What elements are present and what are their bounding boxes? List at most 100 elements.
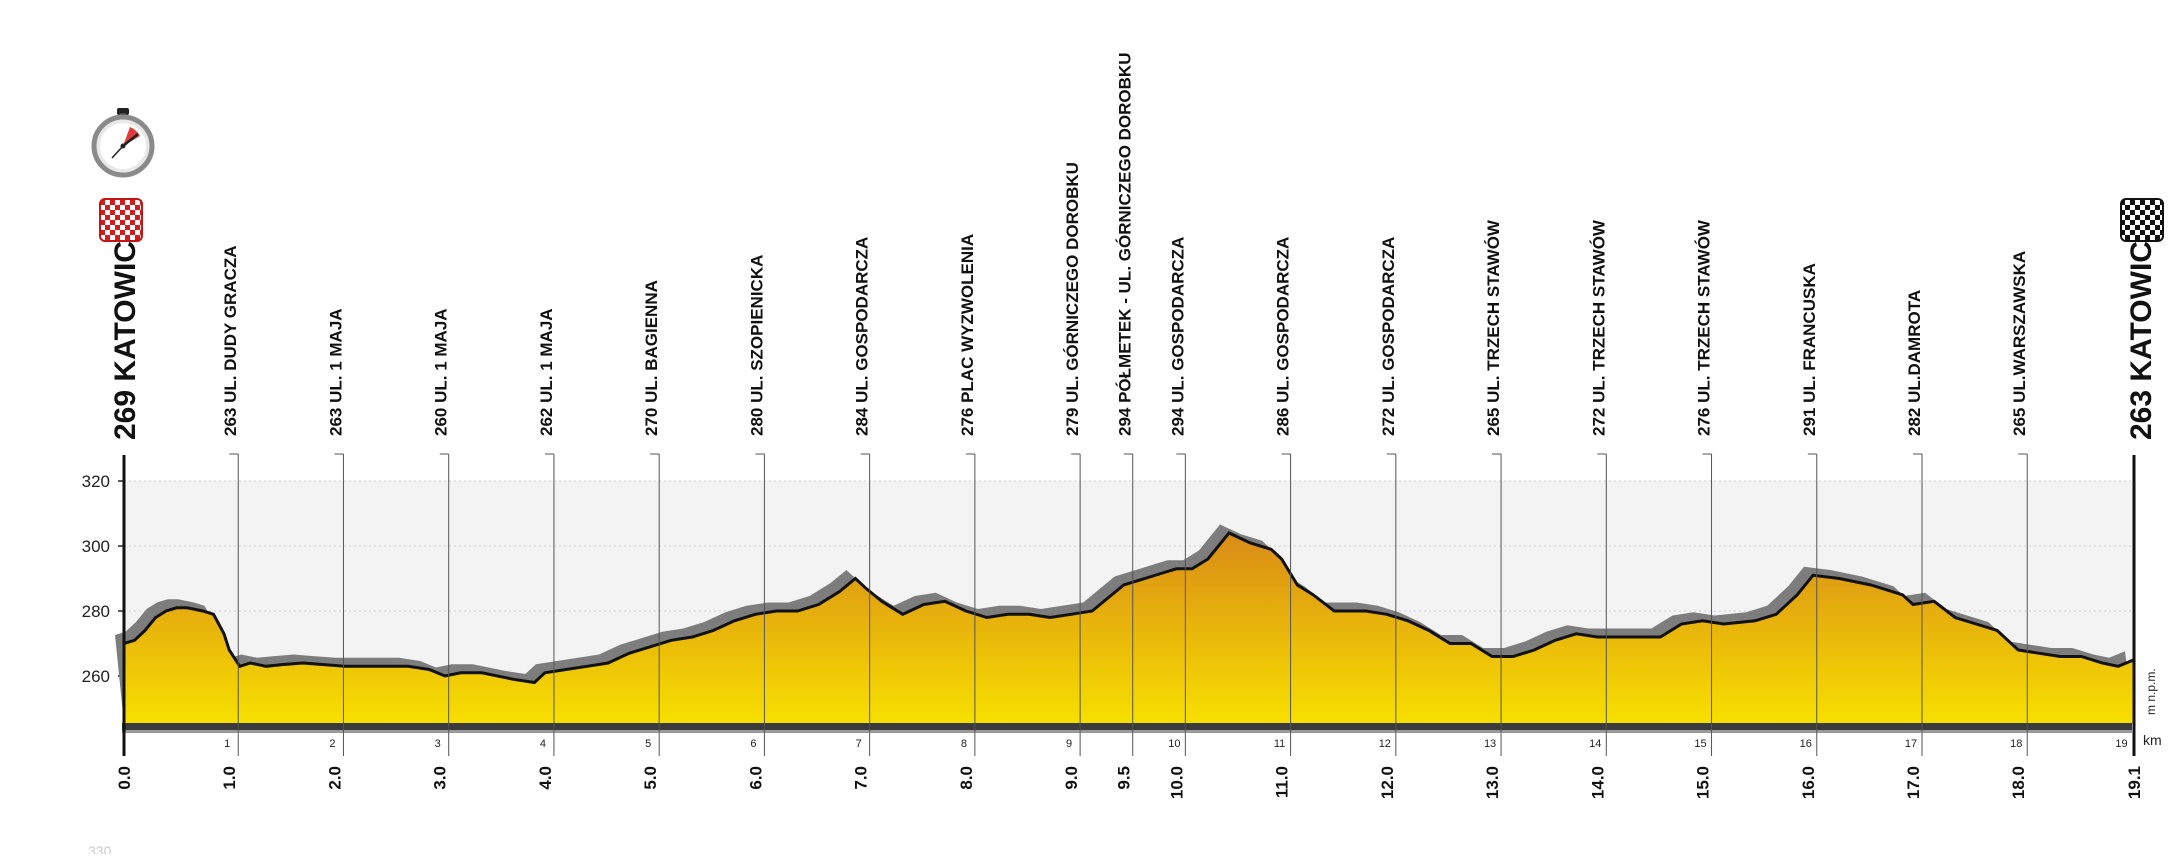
waypoint-name: UL. GOSPODARCZA [853, 237, 872, 408]
waypoint-altitude: 263 [221, 408, 240, 436]
waypoint-name: UL. FRANCUSKA [1800, 263, 1819, 408]
km-marker-1: 1 [224, 738, 230, 750]
distance-label-10.0: 10.0 [1167, 766, 1186, 799]
waypoint-altitude: 284 [853, 407, 872, 436]
km-marker-16: 16 [1800, 738, 1812, 750]
waypoint-name: UL. TRZECH STAWÓW [1484, 219, 1503, 408]
y-tick-label-260: 260 [82, 667, 110, 686]
km-marker-13: 13 [1484, 738, 1496, 750]
waypoint-name: UL. TRZECH STAWÓW [1695, 219, 1714, 408]
waypoint-name: UL.DAMROTA [1905, 290, 1924, 408]
waypoint-label-14: 265 UL. TRZECH STAWÓW [1484, 219, 1503, 436]
waypoint-label-5: 270 UL. BAGIENNA [642, 280, 661, 436]
distance-label-8.0: 8.0 [957, 766, 976, 790]
km-marker-3: 3 [435, 738, 441, 750]
waypoint-name: UL. 1 MAJA [432, 308, 451, 407]
profile-fill [124, 533, 2134, 724]
waypoint-label-3: 260 UL. 1 MAJA [432, 308, 451, 436]
waypoint-altitude: 260 [432, 408, 451, 436]
start-altitude: 269 [109, 390, 142, 440]
waypoint-label-6: 280 UL. SZOPIENICKA [747, 255, 766, 436]
waypoint-name: UL. GÓRNICZEGO DOROBKU [1063, 162, 1082, 408]
waypoint-label-13: 272 UL. GOSPODARCZA [1379, 237, 1398, 436]
waypoint-name: UL. 1 MAJA [326, 308, 345, 407]
waypoint-altitude: 265 [2010, 408, 2029, 436]
finish-name: KATOWICE [2125, 221, 2158, 382]
km-marker-4: 4 [540, 738, 546, 750]
y-tick-label-300: 300 [82, 537, 110, 556]
waypoint-altitude: 272 [1379, 408, 1398, 436]
distance-labels: 0.0 1.0 2.0 3.0 4.0 5.0 6.0 7.0 8.0 9.0 9.5 10.0 11.… [115, 766, 2144, 799]
waypoint-label-9: 279 UL. GÓRNICZEGO DOROBKU [1063, 162, 1082, 436]
waypoint-label-7: 284 UL. GOSPODARCZA [853, 237, 872, 436]
distance-label-1.0: 1.0 [220, 766, 239, 790]
distance-label-4.0: 4.0 [536, 766, 555, 790]
km-marker-18: 18 [2010, 738, 2022, 750]
waypoint-label-15: 272 UL. TRZECH STAWÓW [1589, 219, 1608, 436]
distance-label-16.0: 16.0 [1799, 766, 1818, 799]
waypoint-name: UL. BAGIENNA [642, 280, 661, 408]
waypoint-name: PÓŁMETEK - UL. GÓRNICZEGO DOROBKU [1116, 53, 1135, 408]
km-marker-15: 15 [1694, 738, 1706, 750]
y-tick-label-280: 280 [82, 602, 110, 621]
y-axis-labels: 260 280 300 320 [82, 472, 110, 686]
waypoint-altitude: 270 [642, 408, 661, 436]
distance-label-2.0: 2.0 [325, 766, 344, 790]
waypoint-altitude: 263 [326, 408, 345, 436]
waypoint-label-18: 282 UL.DAMROTA [1905, 290, 1924, 436]
start-name: KATOWICE [109, 221, 142, 382]
y-unit-label: m n.p.m. [2144, 668, 2158, 715]
waypoint-name: UL. 1 MAJA [537, 308, 556, 407]
waypoint-altitude: 279 [1063, 408, 1082, 436]
waypoint-label-10: 294 PÓŁMETEK - UL. GÓRNICZEGO DOROBKU [1116, 53, 1135, 436]
waypoint-label-12: 286 UL. GOSPODARCZA [1274, 237, 1293, 436]
waypoint-label-11: 294 UL. GOSPODARCZA [1168, 237, 1187, 436]
km-marker-2: 2 [329, 738, 335, 750]
waypoint-label-16: 276 UL. TRZECH STAWÓW [1695, 219, 1714, 436]
waypoint-label-1: 263 UL. DUDY GRACZA [221, 245, 240, 436]
finish-altitude: 263 [2125, 390, 2158, 440]
waypoint-name: UL. GOSPODARCZA [1379, 237, 1398, 408]
distance-label-17.0: 17.0 [1904, 766, 1923, 799]
distance-label-19.1: 19.1 [2125, 766, 2144, 799]
waypoint-altitude: 294 [1168, 407, 1187, 436]
ground-strip [122, 723, 2132, 730]
waypoint-name: UL. TRZECH STAWÓW [1589, 219, 1608, 408]
waypoint-name: UL. GOSPODARCZA [1168, 237, 1187, 408]
km-marker-9: 9 [1066, 738, 1072, 750]
distance-label-7.0: 7.0 [852, 766, 871, 790]
km-marker-19: 19 [2115, 738, 2127, 750]
distance-label-5.0: 5.0 [641, 766, 660, 790]
km-marker-14: 14 [1589, 738, 1601, 750]
waypoint-label-19: 265 UL.WARSZAWSKA [2010, 251, 2029, 436]
waypoint-label-4: 262 UL. 1 MAJA [537, 308, 556, 436]
distance-label-6.0: 6.0 [746, 766, 765, 790]
finish-title: 263 KATOWICE [2125, 221, 2158, 440]
km-marker-10: 10 [1168, 738, 1180, 750]
waypoint-altitude: 291 [1800, 408, 1819, 436]
km-marker-11: 11 [1274, 738, 1285, 750]
waypoint-name: PLAC WYZWOLENIA [958, 234, 977, 408]
distance-label-12.0: 12.0 [1378, 766, 1397, 799]
distance-label-15.0: 15.0 [1694, 766, 1713, 799]
footer-faint-text: 330 [88, 843, 112, 854]
y-tick-label-320: 320 [82, 472, 110, 491]
waypoint-altitude: 286 [1274, 408, 1293, 436]
waypoint-altitude: 276 [1695, 408, 1714, 436]
distance-label-9.5: 9.5 [1115, 766, 1134, 790]
km-marker-7: 7 [856, 738, 862, 750]
km-marker-12: 12 [1379, 738, 1391, 750]
waypoint-altitude: 265 [1484, 408, 1503, 436]
waypoint-altitude: 294 [1116, 407, 1135, 436]
km-marker-17: 17 [1905, 738, 1917, 750]
start-flag-icon [99, 198, 143, 242]
km-marker-8: 8 [961, 738, 967, 750]
waypoint-altitude: 272 [1589, 408, 1608, 436]
waypoint-altitude: 282 [1905, 408, 1924, 436]
waypoint-name: UL.WARSZAWSKA [2010, 251, 2029, 408]
profile-line [123, 531, 2135, 685]
waypoint-label-8: 276 PLAC WYZWOLENIA [958, 234, 977, 436]
